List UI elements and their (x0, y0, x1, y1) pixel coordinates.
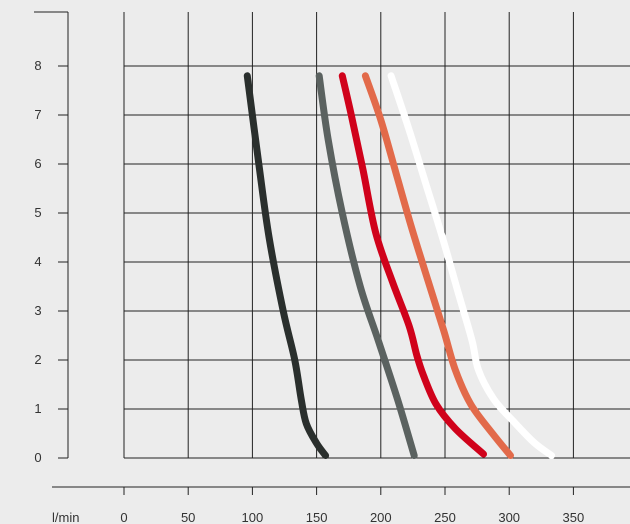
y-tick-label: 1 (34, 401, 41, 416)
y-tick-label: 6 (34, 156, 41, 171)
x-tick-label: 100 (242, 510, 264, 524)
series-line-2 (315, 72, 418, 460)
axes (34, 11, 630, 495)
x-tick-label: 350 (563, 510, 585, 524)
x-tick-label: 250 (434, 510, 456, 524)
y-tick-label: 4 (34, 254, 41, 269)
y-tick-label: 7 (34, 107, 41, 122)
series-line-4 (361, 72, 514, 460)
series-line-1 (243, 72, 330, 460)
x-unit-label: l/min (52, 510, 79, 524)
series-line-3 (338, 72, 488, 458)
x-tick-label: 0 (120, 510, 127, 524)
x-tick-label: 150 (306, 510, 328, 524)
tick-labels: l/min 01234567805010015020025030035040 (34, 58, 585, 524)
y-tick-label: 8 (34, 58, 41, 73)
y-tick-label: 0 (34, 450, 41, 465)
y-tick-label: 2 (34, 352, 41, 367)
series-line-5 (387, 72, 556, 460)
x-tick-label: 300 (498, 510, 520, 524)
grid (123, 12, 630, 459)
y-tick-label: 5 (34, 205, 41, 220)
x-tick-label: 50 (181, 510, 195, 524)
series-lines (243, 72, 556, 460)
x-tick-label: 200 (370, 510, 392, 524)
y-tick-label: 3 (34, 303, 41, 318)
